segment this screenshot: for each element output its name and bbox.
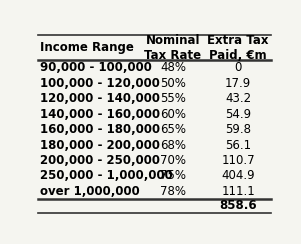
Text: Income Range: Income Range [40, 41, 134, 54]
Text: 59.8: 59.8 [225, 123, 251, 136]
Text: 50%: 50% [160, 77, 186, 90]
Text: 180,000 - 200,000: 180,000 - 200,000 [40, 139, 160, 152]
Text: 48%: 48% [160, 61, 186, 74]
Text: 111.1: 111.1 [221, 185, 255, 198]
Text: 404.9: 404.9 [222, 169, 255, 182]
Text: 160,000 - 180,000: 160,000 - 180,000 [40, 123, 160, 136]
Text: 110.7: 110.7 [222, 154, 255, 167]
Text: 43.2: 43.2 [225, 92, 251, 105]
Text: 250,000 - 1,000,000: 250,000 - 1,000,000 [40, 169, 173, 182]
Text: 54.9: 54.9 [225, 108, 251, 121]
Text: 140,000 - 160,000: 140,000 - 160,000 [40, 108, 160, 121]
Text: 200,000 - 250,000: 200,000 - 250,000 [40, 154, 160, 167]
Text: 0: 0 [234, 61, 242, 74]
Text: 75%: 75% [160, 169, 186, 182]
Text: 17.9: 17.9 [225, 77, 251, 90]
Text: 78%: 78% [160, 185, 186, 198]
Text: 55%: 55% [160, 92, 186, 105]
Text: Extra Tax
Paid, €m: Extra Tax Paid, €m [207, 34, 269, 61]
Text: 100,000 - 120,000: 100,000 - 120,000 [40, 77, 160, 90]
Text: 65%: 65% [160, 123, 186, 136]
Text: 56.1: 56.1 [225, 139, 251, 152]
Text: 68%: 68% [160, 139, 186, 152]
Text: 70%: 70% [160, 154, 186, 167]
Text: 858.6: 858.6 [219, 200, 257, 213]
Text: Nominal
Tax Rate: Nominal Tax Rate [144, 34, 201, 61]
Text: 90,000 - 100,000: 90,000 - 100,000 [40, 61, 152, 74]
Text: 60%: 60% [160, 108, 186, 121]
Text: 120,000 - 140,000: 120,000 - 140,000 [40, 92, 160, 105]
Text: over 1,000,000: over 1,000,000 [40, 185, 140, 198]
